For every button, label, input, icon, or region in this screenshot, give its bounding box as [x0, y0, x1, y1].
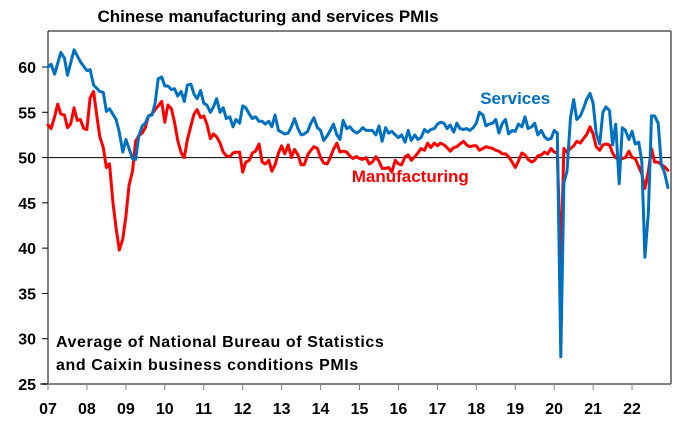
y-tick-label: 45 [18, 196, 36, 213]
series-label-services: Services [480, 89, 550, 108]
y-tick-label: 40 [18, 241, 36, 258]
series-label-manufacturing: Manufacturing [352, 167, 469, 186]
y-tick-label: 25 [18, 377, 36, 394]
x-tick-label: 15 [351, 401, 369, 418]
x-tick-label: 07 [39, 401, 57, 418]
y-tick-label: 55 [18, 105, 36, 122]
x-tick-label: 21 [584, 401, 602, 418]
y-tick-label: 35 [18, 286, 36, 303]
x-tick-label: 22 [623, 401, 641, 418]
series-layer [46, 48, 670, 359]
series-line-services [46, 48, 670, 359]
x-tick-label: 16 [390, 401, 408, 418]
y-tick-label: 60 [18, 60, 36, 77]
x-axis-ticks: 07 08 09 10 11 12 13 14 15 16 17 18 19 20 21 22 [39, 384, 641, 418]
annotation-line-2: and Caixin business conditions PMIs [56, 357, 359, 374]
chart-title: Chinese manufacturing and services PMIs [97, 7, 438, 26]
x-tick-label: 17 [428, 401, 446, 418]
x-tick-label: 18 [467, 401, 485, 418]
x-tick-label: 19 [506, 401, 524, 418]
plot-frame [40, 30, 672, 385]
x-tick-label: 20 [545, 401, 563, 418]
x-tick-label: 13 [273, 401, 291, 418]
x-tick-label: 11 [195, 401, 212, 418]
x-tick-label: 08 [78, 401, 96, 418]
x-tick-label: 14 [312, 401, 330, 418]
series-labels: Services Manufacturing [352, 89, 550, 186]
x-tick-label: 10 [156, 401, 174, 418]
x-tick-label: 09 [117, 401, 135, 418]
x-tick-label: 12 [234, 401, 252, 418]
annotation-line-1: Average of National Bureau of Statistics [56, 334, 384, 351]
y-tick-label: 30 [18, 332, 36, 349]
y-axis-ticks: 25 30 35 40 45 50 55 60 [18, 60, 48, 394]
y-tick-label: 50 [18, 151, 36, 168]
